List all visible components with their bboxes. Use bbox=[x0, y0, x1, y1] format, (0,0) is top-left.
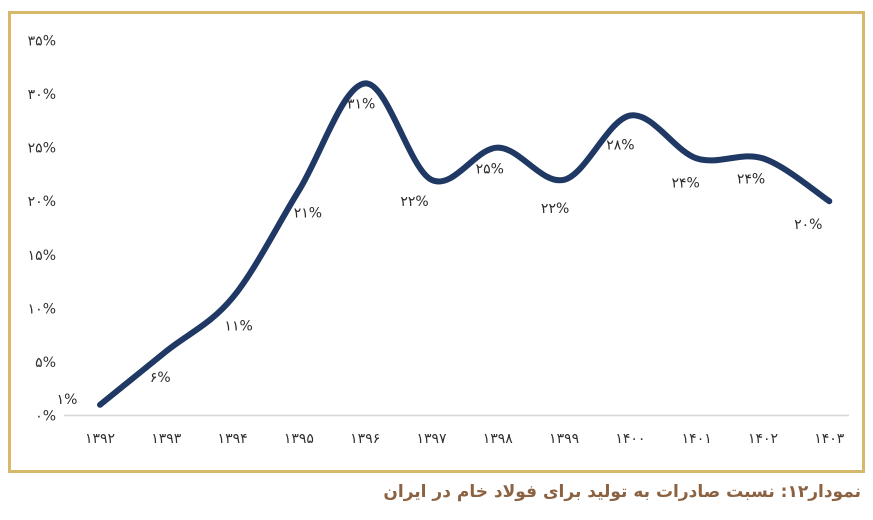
x-axis-tick-label: ۱۴۰۰ bbox=[615, 431, 645, 447]
y-axis-tick-label: ۱۵% bbox=[28, 248, 56, 264]
data-point-label: ۲۱% bbox=[294, 206, 322, 222]
y-axis-tick-label: ۵% bbox=[35, 355, 56, 371]
x-axis-tick-label: ۱۳۹۴ bbox=[218, 431, 248, 447]
x-axis-tick-label: ۱۳۹۵ bbox=[284, 431, 314, 447]
chart-frame bbox=[8, 11, 865, 473]
chart-caption: نمودار۱۲: نسبت صادرات به تولید برای فولا… bbox=[383, 482, 861, 502]
data-point-label: ۲۴% bbox=[672, 175, 700, 191]
x-axis-tick-label: ۱۳۹۹ bbox=[549, 431, 579, 447]
data-point-labels: ۱% ۶% ۱۱% ۲۱% ۳۱% ۲۲% ۲۵% ۲۲% ۲۸% ۲۴% ۲۴% ۲۰% bbox=[57, 96, 823, 407]
y-axis-labels: ۰% ۵% ۱۰% ۱۵% ۲۰% ۲۵% ۳۰% ۳۵% bbox=[28, 34, 56, 425]
y-axis-tick-label: ۲۵% bbox=[28, 141, 56, 157]
x-axis-tick-label: ۱۳۹۳ bbox=[151, 431, 182, 447]
data-point-label: ۶% bbox=[150, 370, 171, 386]
x-axis-tick-label: ۱۳۹۶ bbox=[350, 431, 380, 447]
data-point-label: ۱% bbox=[57, 392, 78, 408]
x-axis-tick-label: ۱۳۹۷ bbox=[416, 431, 447, 447]
x-axis-tick-label: ۱۳۹۸ bbox=[483, 431, 514, 447]
data-point-label: ۲۰% bbox=[794, 217, 822, 233]
y-axis-tick-label: ۳۰% bbox=[28, 87, 56, 103]
x-axis-labels: ۱۳۹۲ ۱۳۹۳ ۱۳۹۴ ۱۳۹۵ ۱۳۹۶ ۱۳۹۷ ۱۳۹۸ ۱۳۹۹ ۱۴۰۰ ۱۴۰۱… bbox=[85, 431, 845, 447]
trend-line bbox=[97, 80, 833, 408]
y-axis-tick-label: ۰% bbox=[35, 409, 56, 425]
y-axis-tick-label: ۳۵% bbox=[28, 34, 56, 50]
data-point-label: ۳۱% bbox=[347, 96, 375, 112]
data-point-label: ۲۵% bbox=[476, 162, 504, 178]
x-axis-tick-label: ۱۳۹۲ bbox=[85, 431, 115, 447]
x-axis-tick-label: ۱۴۰۳ bbox=[814, 431, 845, 447]
data-point-label: ۲۲% bbox=[400, 194, 428, 210]
x-axis-tick-label: ۱۴۰۲ bbox=[748, 431, 778, 447]
y-axis-tick-label: ۱۰% bbox=[28, 301, 56, 317]
data-point-label: ۲۲% bbox=[541, 201, 569, 217]
x-axis-tick-label: ۱۴۰۱ bbox=[682, 431, 712, 447]
data-point-label: ۲۸% bbox=[606, 138, 634, 154]
data-point-label: ۲۴% bbox=[737, 171, 765, 187]
y-axis-tick-label: ۲۰% bbox=[28, 194, 56, 210]
data-point-label: ۱۱% bbox=[224, 319, 252, 335]
